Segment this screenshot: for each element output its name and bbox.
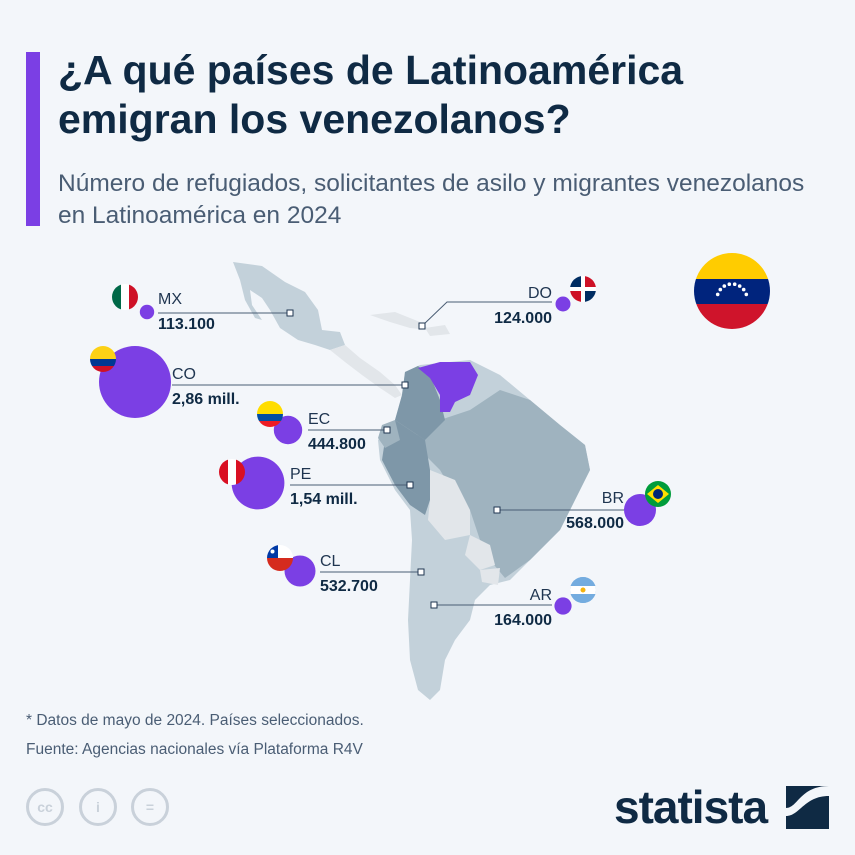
flag-br-icon bbox=[645, 481, 671, 507]
location-marker-co bbox=[401, 381, 409, 389]
map-paraguay bbox=[465, 535, 495, 570]
country-code-pe: PE bbox=[290, 466, 312, 483]
statista-logo[interactable]: statista bbox=[614, 781, 768, 833]
bubble-do bbox=[555, 296, 571, 312]
map-caribbean bbox=[370, 312, 450, 336]
bubble-mx bbox=[139, 304, 155, 320]
statista-logo-mark bbox=[786, 786, 829, 829]
star-icon bbox=[722, 284, 727, 288]
flag-co-icon bbox=[90, 346, 116, 372]
venezuela-flag-large bbox=[694, 253, 770, 329]
page-title: ¿A qué países de Latinoamérica emigran l… bbox=[58, 47, 684, 142]
cc-icon[interactable]: cc bbox=[26, 788, 64, 826]
bubble-ar bbox=[554, 597, 572, 615]
map-brazil bbox=[410, 390, 590, 578]
map-uruguay bbox=[480, 568, 500, 585]
map-central-america bbox=[330, 345, 402, 398]
location-marker-br bbox=[493, 506, 501, 514]
map-peru bbox=[382, 420, 430, 515]
location-marker-mx bbox=[286, 309, 294, 317]
flag-do-icon bbox=[570, 276, 596, 302]
location-marker-do bbox=[418, 322, 426, 330]
location-marker-ec bbox=[383, 426, 391, 434]
no-derivatives-icon[interactable]: = bbox=[131, 788, 169, 826]
country-code-ar: AR bbox=[529, 587, 552, 604]
flag-mx-icon bbox=[112, 284, 138, 310]
location-marker-cl bbox=[417, 568, 425, 576]
flag-pe-icon bbox=[219, 459, 245, 485]
source: Fuente: Agencias nacionales vía Platafor… bbox=[26, 741, 363, 758]
flag-ar-icon bbox=[570, 577, 596, 603]
star-icon bbox=[718, 287, 723, 292]
value-label-pe: 1,54 mill. bbox=[290, 491, 358, 508]
bubble-ec bbox=[273, 415, 303, 445]
star-icon bbox=[737, 284, 742, 288]
star-icon bbox=[732, 282, 737, 286]
bubble-co bbox=[99, 346, 171, 418]
map-bolivia bbox=[428, 470, 470, 540]
flags bbox=[90, 276, 671, 603]
value-label-mx: 113.100 bbox=[158, 316, 215, 333]
location-marker-ar bbox=[430, 601, 438, 609]
country-code-ec: EC bbox=[308, 411, 331, 428]
country-code-mx: MX bbox=[158, 291, 182, 308]
map-venezuela bbox=[418, 362, 478, 412]
country-code-co: CO bbox=[172, 366, 196, 383]
star-icon bbox=[744, 292, 749, 297]
attribution-icon[interactable]: i bbox=[79, 788, 117, 826]
value-label-br: 568.000 bbox=[566, 515, 624, 532]
star-icon bbox=[715, 292, 720, 297]
country-code-do: DO bbox=[528, 285, 552, 302]
star-icon bbox=[741, 287, 746, 292]
accent-bar bbox=[26, 52, 40, 226]
value-label-co: 2,86 mill. bbox=[172, 391, 240, 408]
leader-line-do bbox=[421, 301, 552, 327]
flag-ec-icon bbox=[257, 401, 283, 427]
flag-cl-icon bbox=[267, 545, 293, 571]
map-mexico bbox=[233, 262, 345, 350]
bubble-cl bbox=[284, 555, 316, 587]
country-code-cl: CL bbox=[320, 553, 341, 570]
country-code-br: BR bbox=[601, 490, 624, 507]
value-label-do: 124.000 bbox=[494, 310, 552, 327]
footnote: * Datos de mayo de 2024. Países seleccio… bbox=[26, 712, 364, 729]
value-label-ar: 164.000 bbox=[494, 612, 552, 629]
value-label-ec: 444.800 bbox=[308, 436, 366, 453]
page-subtitle: Número de refugiados, solicitantes de as… bbox=[58, 170, 805, 229]
star-icon bbox=[727, 282, 732, 286]
leader-lines bbox=[158, 301, 624, 609]
location-marker-pe bbox=[406, 481, 414, 489]
value-label-cl: 532.700 bbox=[320, 578, 378, 595]
